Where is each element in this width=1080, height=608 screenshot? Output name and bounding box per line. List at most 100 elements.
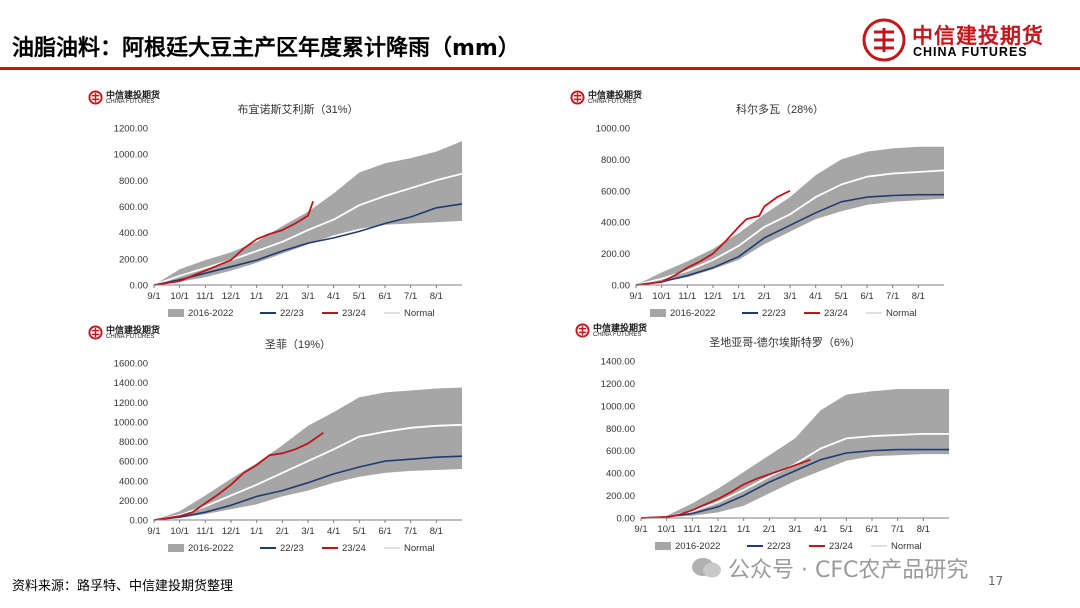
y-tick-label: 1000.00 (601, 401, 635, 412)
y-tick-label: 800.00 (119, 437, 148, 448)
x-tick-label: 6/1 (378, 291, 391, 302)
series-normal (153, 423, 463, 521)
mini-logo: 中信建投期货 CHINA FUTURES (570, 88, 650, 110)
mini-logo-cn: 中信建投期货 (593, 324, 648, 334)
y-tick-label: 400.00 (601, 218, 630, 229)
mini-logo-cn: 中信建投期货 (588, 91, 643, 101)
y-tick-label: 1200.00 (601, 379, 635, 390)
x-tick-label: 12/1 (709, 524, 728, 535)
y-tick-label: 600.00 (119, 202, 148, 213)
series-22-23 (153, 203, 463, 286)
x-tick-label: 8/1 (917, 524, 930, 535)
x-tick-label: 3/1 (783, 291, 796, 302)
legend-23-24-label: 23/24 (342, 308, 366, 319)
legend-22-23-label: 22/23 (767, 541, 791, 552)
chart-title: 科尔多瓦（28%） (736, 102, 824, 116)
chart-buenos-aires: 布宜诺斯艾利斯（31%） 0.00 200.00 400.00 600.00 800.00… (114, 102, 463, 319)
x-tick-label: 3/1 (788, 524, 801, 535)
watermark: 公众号 · CFC农产品研究 (728, 558, 969, 583)
y-tick-label: 0.00 (612, 281, 631, 292)
brand-emblem-icon (862, 18, 906, 62)
mini-logo: 中信建投期货 CHINA FUTURES (575, 321, 655, 343)
y-tick-label: 600.00 (601, 186, 630, 197)
mini-emblem-icon (575, 323, 590, 338)
x-tick-label: 4/1 (327, 291, 340, 302)
x-tick-label: 3/1 (301, 291, 314, 302)
legend-band-label: 2016-2022 (675, 541, 720, 552)
source-note: 资料来源：路孚特、中信建投期货整理 (12, 579, 234, 594)
series-22-23 (640, 448, 949, 519)
y-tick-label: 400.00 (119, 476, 148, 487)
mini-logo-cn: 中信建投期货 (106, 326, 161, 336)
mini-logo-en: CHINA FUTURES (106, 334, 155, 340)
y-tick-label: 200.00 (606, 491, 635, 502)
chart-panel-1: 中信建投期货 CHINA FUTURES 布宜诺斯艾利斯（31%） 0.00 200… (88, 88, 488, 328)
brand-name-cn: 中信建投期货 (912, 24, 1044, 48)
x-tick-label: 1/1 (732, 291, 745, 302)
y-tick-label: 600.00 (119, 457, 148, 468)
wechat-icon (692, 558, 721, 578)
x-tick-label: 6/1 (378, 526, 391, 537)
x-tick-label: 1/1 (737, 524, 750, 535)
x-tick-label: 2/1 (276, 291, 289, 302)
legend-normal-label: Normal (891, 541, 922, 552)
x-tick-label: 1/1 (250, 291, 263, 302)
legend-22-23-label: 22/23 (280, 543, 304, 554)
y-tick-label: 200.00 (119, 496, 148, 507)
y-tick-label: 400.00 (606, 469, 635, 480)
band-2016-2022 (636, 146, 944, 285)
x-tick-label: 4/1 (327, 526, 340, 537)
x-tick-label: 6/1 (865, 524, 878, 535)
x-tick-label: 4/1 (814, 524, 827, 535)
x-tick-label: 5/1 (835, 291, 848, 302)
y-tick-label: 800.00 (601, 155, 630, 166)
x-tick-label: 11/1 (678, 291, 696, 302)
x-tick-label: 2/1 (276, 526, 289, 537)
mini-logo: 中信建投期货 CHINA FUTURES (88, 88, 168, 110)
legend-band-label: 2016-2022 (188, 543, 233, 554)
x-tick-label: 8/1 (430, 291, 443, 302)
x-tick-label: 3/1 (301, 526, 314, 537)
x-tick-label: 10/1 (170, 291, 189, 302)
y-tick-label: 200.00 (119, 254, 148, 265)
y-tick-label: 1400.00 (114, 378, 148, 389)
page-number: 17 (988, 574, 1004, 588)
mini-logo: 中信建投期货 CHINA FUTURES (88, 323, 168, 345)
mini-logo-en: CHINA FUTURES (588, 99, 637, 105)
series-23-24 (153, 200, 314, 286)
y-tick-label: 1600.00 (114, 359, 148, 370)
y-tick-label: 400.00 (119, 228, 148, 239)
x-tick-label: 9/1 (634, 524, 647, 535)
chart-title: 布宜诺斯艾利斯（31%） (237, 102, 358, 116)
y-tick-label: 200.00 (601, 249, 630, 260)
x-tick-label: 9/1 (147, 526, 160, 537)
y-tick-label: 0.00 (617, 514, 636, 525)
chart-santa-fe: 圣菲（19%） 0.00 200.00 400.00 600.00 800.00 1000.… (114, 338, 463, 554)
legend-23-24-label: 23/24 (824, 308, 848, 319)
legend-band-swatch (168, 544, 184, 552)
y-tick-label: 0.00 (130, 516, 149, 527)
x-tick-label: 9/1 (147, 291, 160, 302)
y-tick-label: 1000.00 (114, 150, 148, 161)
chart-panel-3: 中信建投期货 CHINA FUTURES 圣菲（19%） 0.00 200.00 40… (88, 323, 488, 563)
x-tick-label: 7/1 (891, 524, 904, 535)
series-normal (640, 433, 949, 519)
x-tick-label: 7/1 (404, 526, 417, 537)
brand-name-en: CHINA FUTURES (913, 45, 1028, 59)
chart-santiago-del-estero: 圣地亚哥-德尔埃斯特罗（6%） 0.00 200.00 400.00 600.00 800… (601, 335, 949, 552)
x-tick-label: 2/1 (758, 291, 771, 302)
y-tick-label: 1000.00 (114, 417, 148, 428)
mini-emblem-icon (88, 325, 103, 340)
series-22-23 (635, 193, 944, 286)
y-tick-label: 1000.00 (596, 124, 630, 135)
legend-23-24-label: 23/24 (829, 541, 853, 552)
mini-logo-cn: 中信建投期货 (106, 91, 161, 101)
legend-band-label: 2016-2022 (188, 308, 233, 319)
band-2016-2022 (154, 387, 462, 520)
chart-panel-2: 中信建投期货 CHINA FUTURES 科尔多瓦（28%） 0.00 200.00… (570, 88, 970, 328)
x-tick-label: 1/1 (250, 526, 263, 537)
mini-logo-en: CHINA FUTURES (593, 332, 642, 338)
x-tick-label: 5/1 (840, 524, 853, 535)
legend-normal-label: Normal (404, 543, 435, 554)
legend-band-swatch (168, 309, 184, 317)
